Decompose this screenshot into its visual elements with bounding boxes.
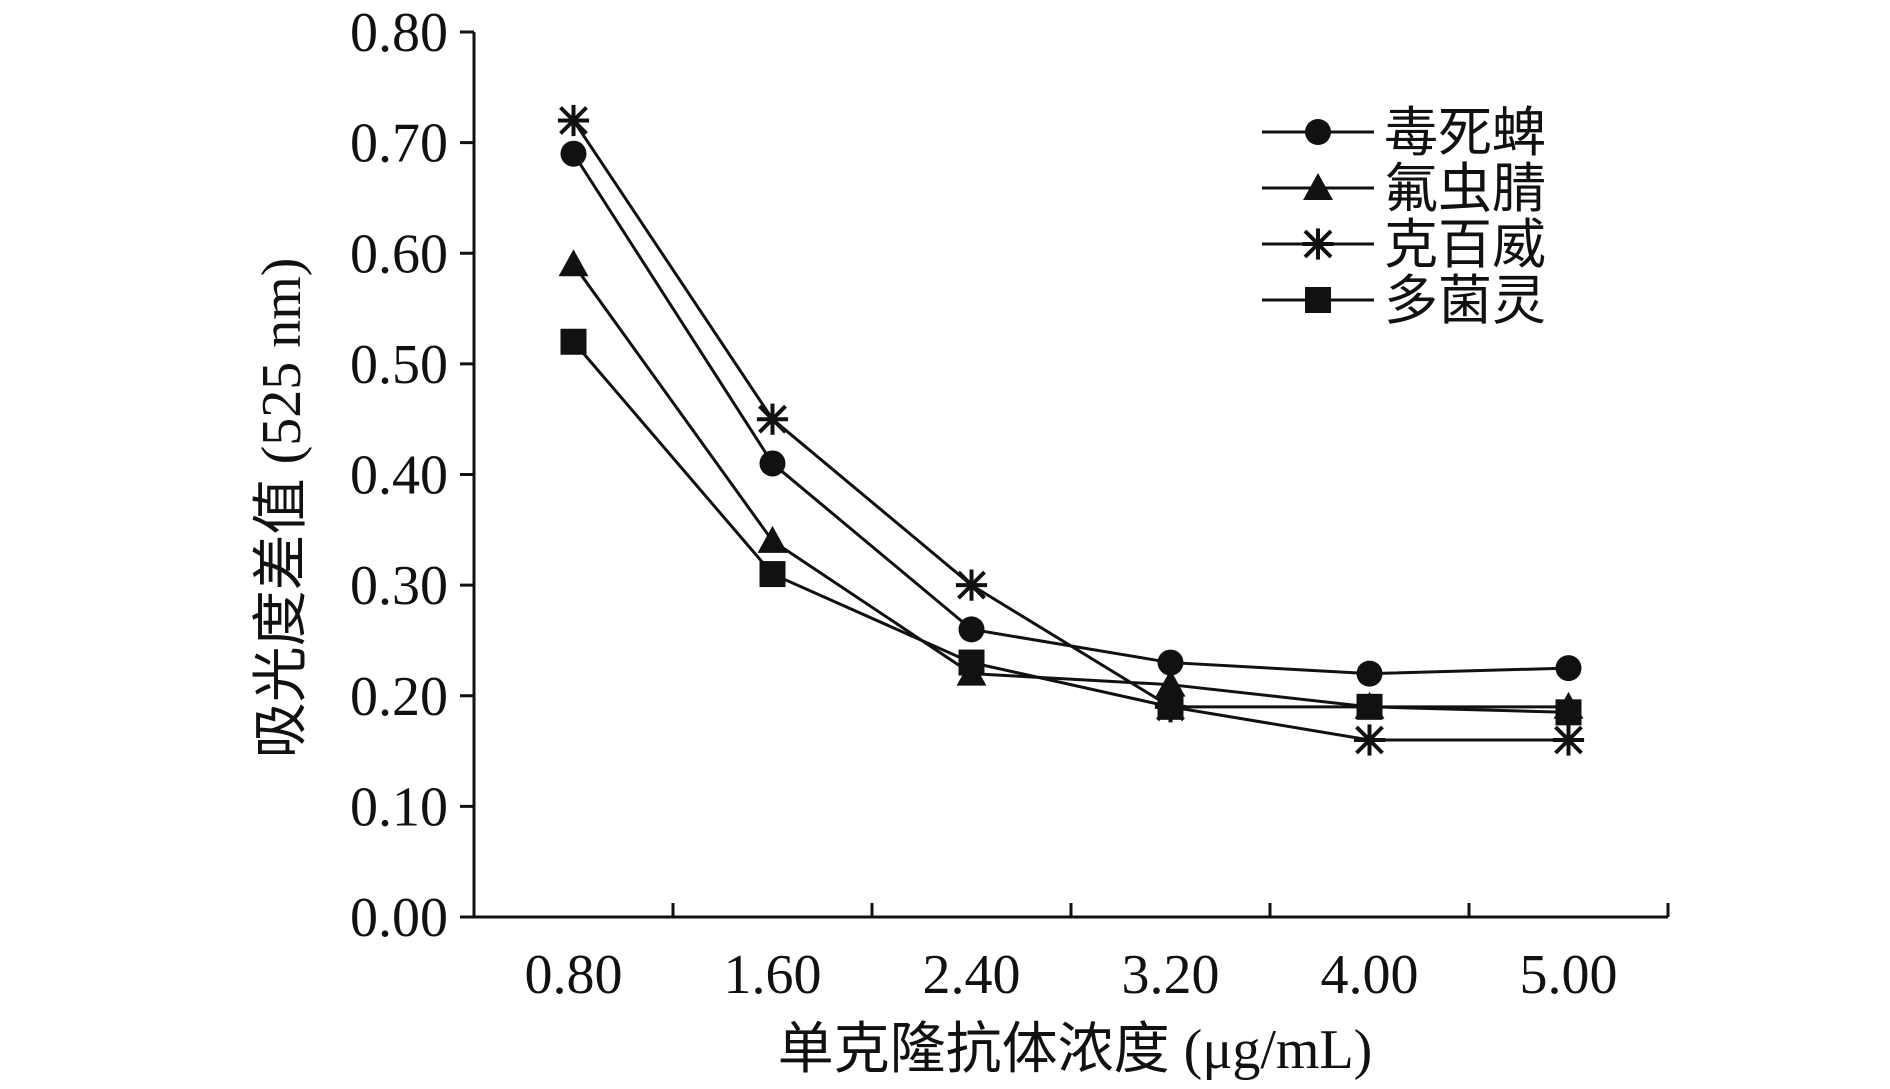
square-marker: [1157, 693, 1184, 720]
legend-label: 氟虫腈: [1384, 159, 1546, 219]
x-tick-label: 3.20: [1122, 944, 1220, 1006]
asterisk-marker: [1353, 724, 1386, 756]
triangle-marker: [757, 525, 788, 553]
square-marker: [958, 649, 985, 676]
square-marker: [560, 328, 587, 355]
triangle-marker: [558, 249, 589, 277]
legend-item: 毒死蜱: [1262, 103, 1546, 163]
asterisk-marker: [756, 403, 789, 435]
circle-marker: [958, 616, 985, 643]
y-tick-label: 0.30: [350, 555, 448, 617]
square-marker: [1555, 699, 1582, 726]
x-axis-title: 单克隆抗体浓度 (μg/mL): [778, 1019, 1373, 1081]
square-marker: [1305, 287, 1331, 313]
legend-label: 毒死蜱: [1384, 103, 1546, 163]
series-group: [557, 104, 1585, 756]
series-line: [572, 119, 1569, 742]
series-line: [572, 340, 1569, 714]
x-tick-label: 4.00: [1321, 944, 1419, 1006]
asterisk-marker: [1302, 228, 1334, 260]
circle-marker: [759, 450, 786, 477]
y-tick-label: 0.20: [350, 666, 448, 728]
asterisk-marker: [955, 569, 988, 601]
y-tick-label: 0.60: [350, 223, 448, 285]
y-tick-label: 0.00: [350, 887, 448, 949]
x-tick-label: 2.40: [923, 944, 1021, 1006]
triangle-marker: [1155, 669, 1186, 697]
asterisk-marker: [1552, 724, 1585, 756]
legend-item: 氟虫腈: [1262, 159, 1546, 219]
circle-marker: [1356, 660, 1383, 687]
legend-label: 多菌灵: [1384, 271, 1546, 331]
y-axis-title: 吸光度差值 (525 nm): [251, 258, 313, 759]
y-tick-label: 0.50: [350, 334, 448, 396]
y-tick-label: 0.70: [350, 113, 448, 175]
circle-marker: [560, 140, 587, 167]
y-tick-label: 0.80: [350, 2, 448, 64]
square-marker: [1356, 693, 1383, 720]
legend-label: 克百威: [1384, 215, 1546, 275]
circle-marker: [1157, 649, 1184, 676]
legend-item: 克百威: [1262, 215, 1546, 275]
circle-marker: [1305, 119, 1331, 145]
series-4: [560, 328, 1582, 726]
circle-marker: [1555, 655, 1582, 682]
y-tick-label: 0.40: [350, 445, 448, 507]
asterisk-marker: [557, 104, 590, 137]
triangle-marker: [1303, 173, 1333, 200]
x-tick-label: 5.00: [1520, 944, 1618, 1006]
x-tick-label: 1.60: [724, 944, 822, 1006]
legend-item: 多菌灵: [1262, 271, 1546, 331]
y-tick-label: 0.10: [350, 776, 448, 838]
x-tick-label: 0.80: [525, 944, 623, 1006]
x-axis-ticks: 0.80 1.60 2.40 3.20 4.00 5.00: [472, 903, 1670, 1006]
square-marker: [759, 561, 786, 588]
y-axis-ticks: 0.00 0.10 0.20 0.30 0.40 0.50 0.60 0.70 0.80: [350, 2, 474, 949]
